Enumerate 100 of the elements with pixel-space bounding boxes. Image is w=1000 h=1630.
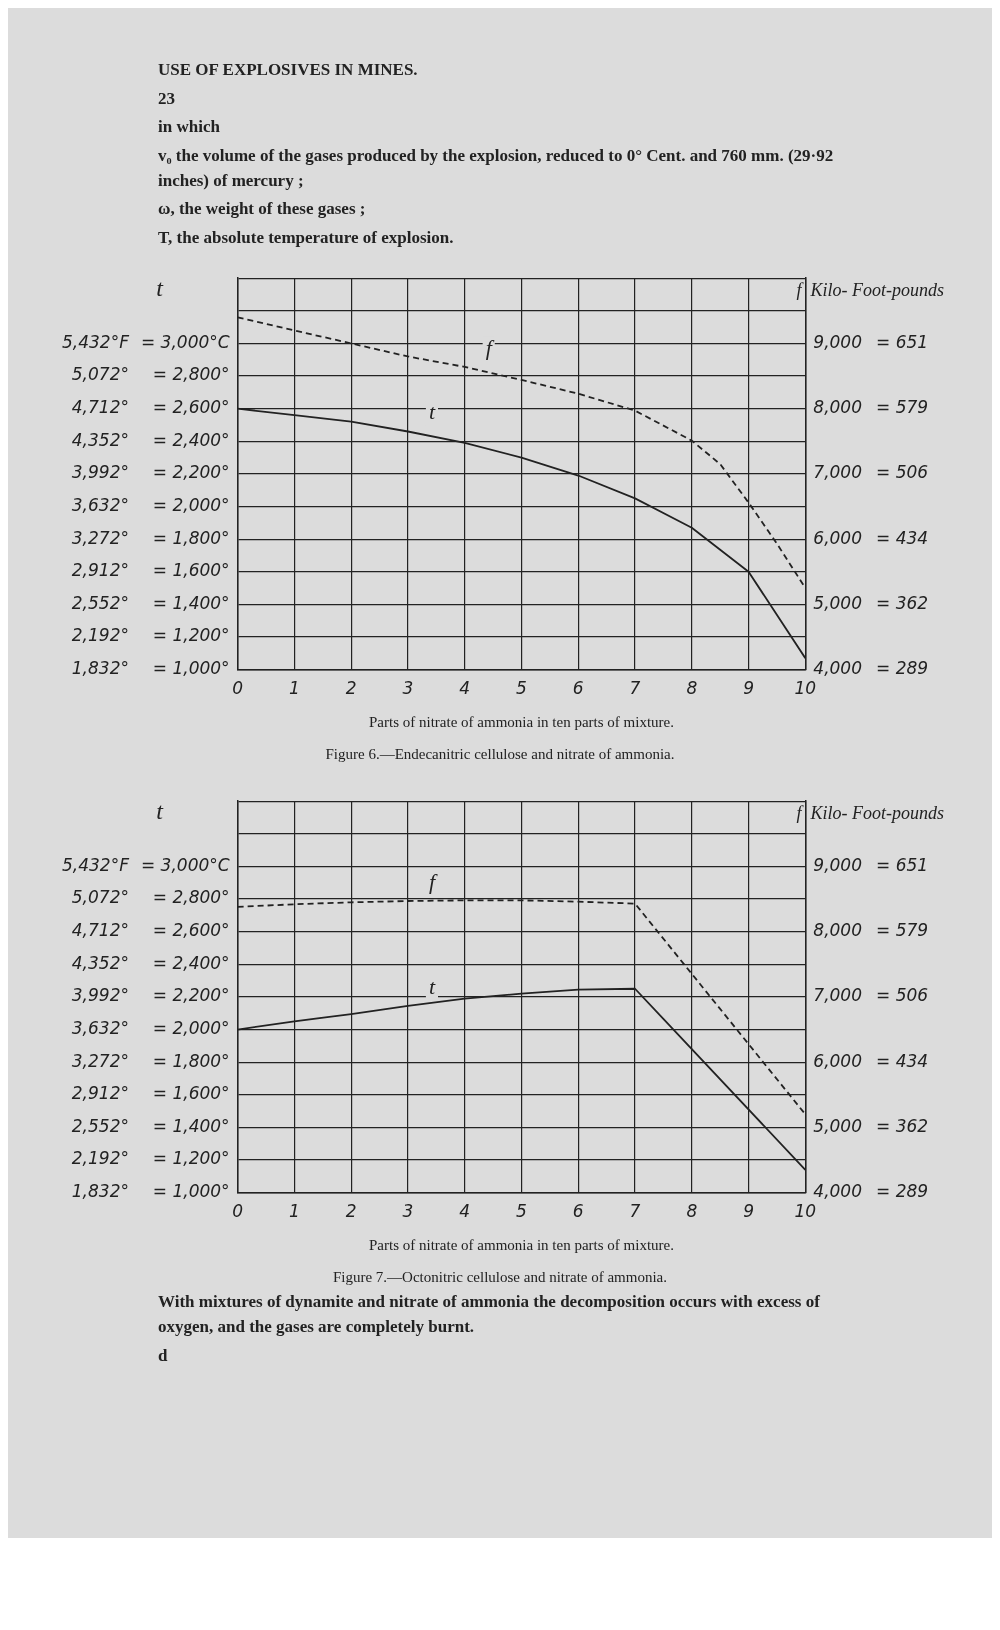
x-tick-label: 9 (743, 678, 754, 699)
x-tick-label: 2 (345, 678, 357, 699)
y2-tick-label: 9,000 (813, 332, 862, 353)
y-tick-label: = 2,400° (152, 430, 230, 451)
x-tick-label: 7 (629, 1201, 641, 1222)
text: = 362 (876, 1116, 929, 1137)
y-tick-label: = 2,000° (152, 1018, 230, 1039)
y3-tick-label: 4,352° (71, 953, 129, 974)
series-label: f (485, 335, 495, 361)
y2-tick-label: 4,000 (813, 1181, 862, 1202)
y2-tick-label: 9,000 (813, 855, 862, 876)
y3-tick-label: 3,272° (71, 528, 129, 549)
text: = 434 (876, 528, 929, 549)
text: v₀ the volume of the gases produced by the explosion, reduced to 0° Cent. and 760 mm. (29·92 inches) of mercury ; (158, 144, 835, 192)
x-tick-label: 6 (572, 1201, 584, 1222)
y3-tick-label: 4,712° (71, 920, 129, 941)
series-label: t (428, 974, 436, 1000)
y-tick-label: = 1,400° (152, 593, 230, 614)
text: Figure 6.—Endecanitric cellulose and nitrate of ammonia. (324, 746, 676, 764)
y3-tick-label: 1,832° (71, 1181, 129, 1202)
y3-tick-label: 5,432°F (61, 332, 130, 353)
x-tick-label: 7 (629, 678, 641, 699)
y-tick-label: = 2,400° (152, 953, 230, 974)
y3-tick-label: 2,552° (71, 1116, 129, 1137)
x-tick-label: 4 (459, 678, 471, 699)
y3-tick-label: 4,352° (71, 430, 129, 451)
text: ω, the weight of these gases ; (158, 198, 367, 221)
text: = 579 (876, 397, 929, 418)
text: = 434 (876, 1051, 929, 1072)
y-tick-label: = 1,800° (152, 1051, 230, 1072)
x-tick-label: 8 (686, 1201, 698, 1222)
y-tick-label: = 1,800° (152, 528, 230, 549)
x-tick-label: 3 (402, 678, 414, 699)
y-tick-label: = 2,000° (152, 495, 230, 516)
y3-tick-label: 2,192° (71, 625, 129, 646)
y2-tick-label: 4,000 (813, 658, 862, 679)
y-tick-label: = 1,200° (152, 625, 230, 646)
x-tick-label: 5 (516, 678, 527, 699)
y3-tick-label: 2,912° (71, 1083, 129, 1104)
text: = 651 (876, 855, 929, 876)
y-tick-label: = 2,200° (152, 462, 230, 483)
y2-tick-label: 8,000 (813, 920, 862, 941)
y3-tick-label: 4,712° (71, 397, 129, 418)
text: 23 (158, 87, 176, 110)
text: T, the absolute temperature of explosion. (158, 226, 455, 249)
y-tick-label: = 1,400° (152, 1116, 230, 1137)
y-tick-label: = 1,200° (152, 1148, 230, 1169)
y-tick-label: = 1,600° (152, 1083, 230, 1104)
y-tick-label: = 2,600° (152, 920, 230, 941)
x-axis-title: Parts of nitrate of ammonia in ten parts of mixture. (369, 1237, 674, 1254)
x-tick-label: 6 (572, 678, 584, 699)
x-tick-label: 10 (794, 1201, 817, 1222)
y-tick-label: = 3,000°C (140, 332, 230, 353)
x-tick-label: 8 (686, 678, 698, 699)
y2-tick-label: 7,000 (813, 985, 862, 1006)
y-axis-title: t (156, 275, 165, 302)
y2-axis-title: f Kilo- Foot-pounds (796, 280, 944, 301)
x-tick-label: 1 (288, 1201, 300, 1222)
y-tick-label: = 2,800° (152, 887, 230, 908)
text: in which (158, 116, 221, 139)
y-tick-label: = 3,000°C (140, 855, 230, 876)
y2-tick-label: 5,000 (813, 1116, 862, 1137)
y2-tick-label: 7,000 (813, 462, 862, 483)
y3-tick-label: 3,632° (71, 1018, 129, 1039)
text: = 289 (876, 1181, 929, 1202)
x-tick-label: 3 (402, 1201, 414, 1222)
y3-tick-label: 5,432°F (61, 855, 130, 876)
text: = 289 (876, 658, 929, 679)
y-tick-label: = 2,200° (152, 985, 230, 1006)
y3-tick-label: 2,912° (71, 560, 129, 581)
x-tick-label: 4 (459, 1201, 471, 1222)
y3-tick-label: 3,632° (71, 495, 129, 516)
text: Figure 7.—Octonitric cellulose and nitrate of ammonia. (331, 1269, 669, 1287)
y2-axis-title: f Kilo- Foot-pounds (796, 803, 944, 824)
y3-tick-label: 3,272° (71, 1051, 129, 1072)
x-tick-label: 2 (345, 1201, 357, 1222)
y2-tick-label: 6,000 (813, 1051, 862, 1072)
text: = 362 (876, 593, 929, 614)
y3-tick-label: 1,832° (71, 658, 129, 679)
y-axis-title: t (156, 798, 165, 825)
series-label: f (428, 869, 438, 895)
x-axis-title: Parts of nitrate of ammonia in ten parts of mixture. (369, 714, 674, 731)
x-tick-label: 0 (232, 1201, 244, 1222)
text: d (158, 1344, 169, 1367)
text: USE OF EXPLOSIVES IN MINES. (158, 59, 419, 81)
x-tick-label: 1 (288, 678, 300, 699)
y-tick-label: = 2,600° (152, 397, 230, 418)
y3-tick-label: 3,992° (71, 462, 129, 483)
y3-tick-label: 2,192° (71, 1148, 129, 1169)
x-tick-label: 9 (743, 1201, 754, 1222)
text: = 506 (876, 462, 929, 483)
x-tick-label: 10 (794, 678, 817, 699)
y-tick-label: = 1,000° (152, 658, 230, 679)
y-tick-label: = 2,800° (152, 364, 230, 385)
y-tick-label: = 1,000° (152, 1181, 230, 1202)
y2-tick-label: 5,000 (813, 593, 862, 614)
y2-tick-label: 8,000 (813, 397, 862, 418)
y2-tick-label: 6,000 (813, 528, 862, 549)
text: = 579 (876, 920, 929, 941)
y3-tick-label: 5,072° (71, 887, 129, 908)
